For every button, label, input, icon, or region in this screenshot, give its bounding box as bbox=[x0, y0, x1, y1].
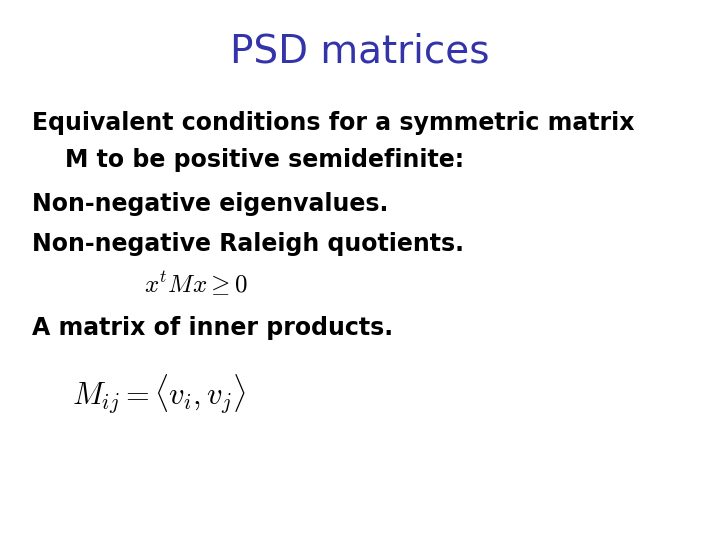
Text: PSD matrices: PSD matrices bbox=[230, 32, 490, 70]
Text: Non-negative eigenvalues.: Non-negative eigenvalues. bbox=[32, 192, 389, 215]
Text: M to be positive semidefinite:: M to be positive semidefinite: bbox=[32, 148, 464, 172]
Text: A matrix of inner products.: A matrix of inner products. bbox=[32, 316, 394, 340]
Text: $x^t Mx \geq 0$: $x^t Mx \geq 0$ bbox=[144, 270, 248, 298]
Text: Non-negative Raleigh quotients.: Non-negative Raleigh quotients. bbox=[32, 232, 464, 256]
Text: $M_{ij} = \langle v_i, v_j \rangle$: $M_{ij} = \langle v_i, v_j \rangle$ bbox=[72, 373, 246, 416]
Text: Equivalent conditions for a symmetric matrix: Equivalent conditions for a symmetric ma… bbox=[32, 111, 635, 134]
